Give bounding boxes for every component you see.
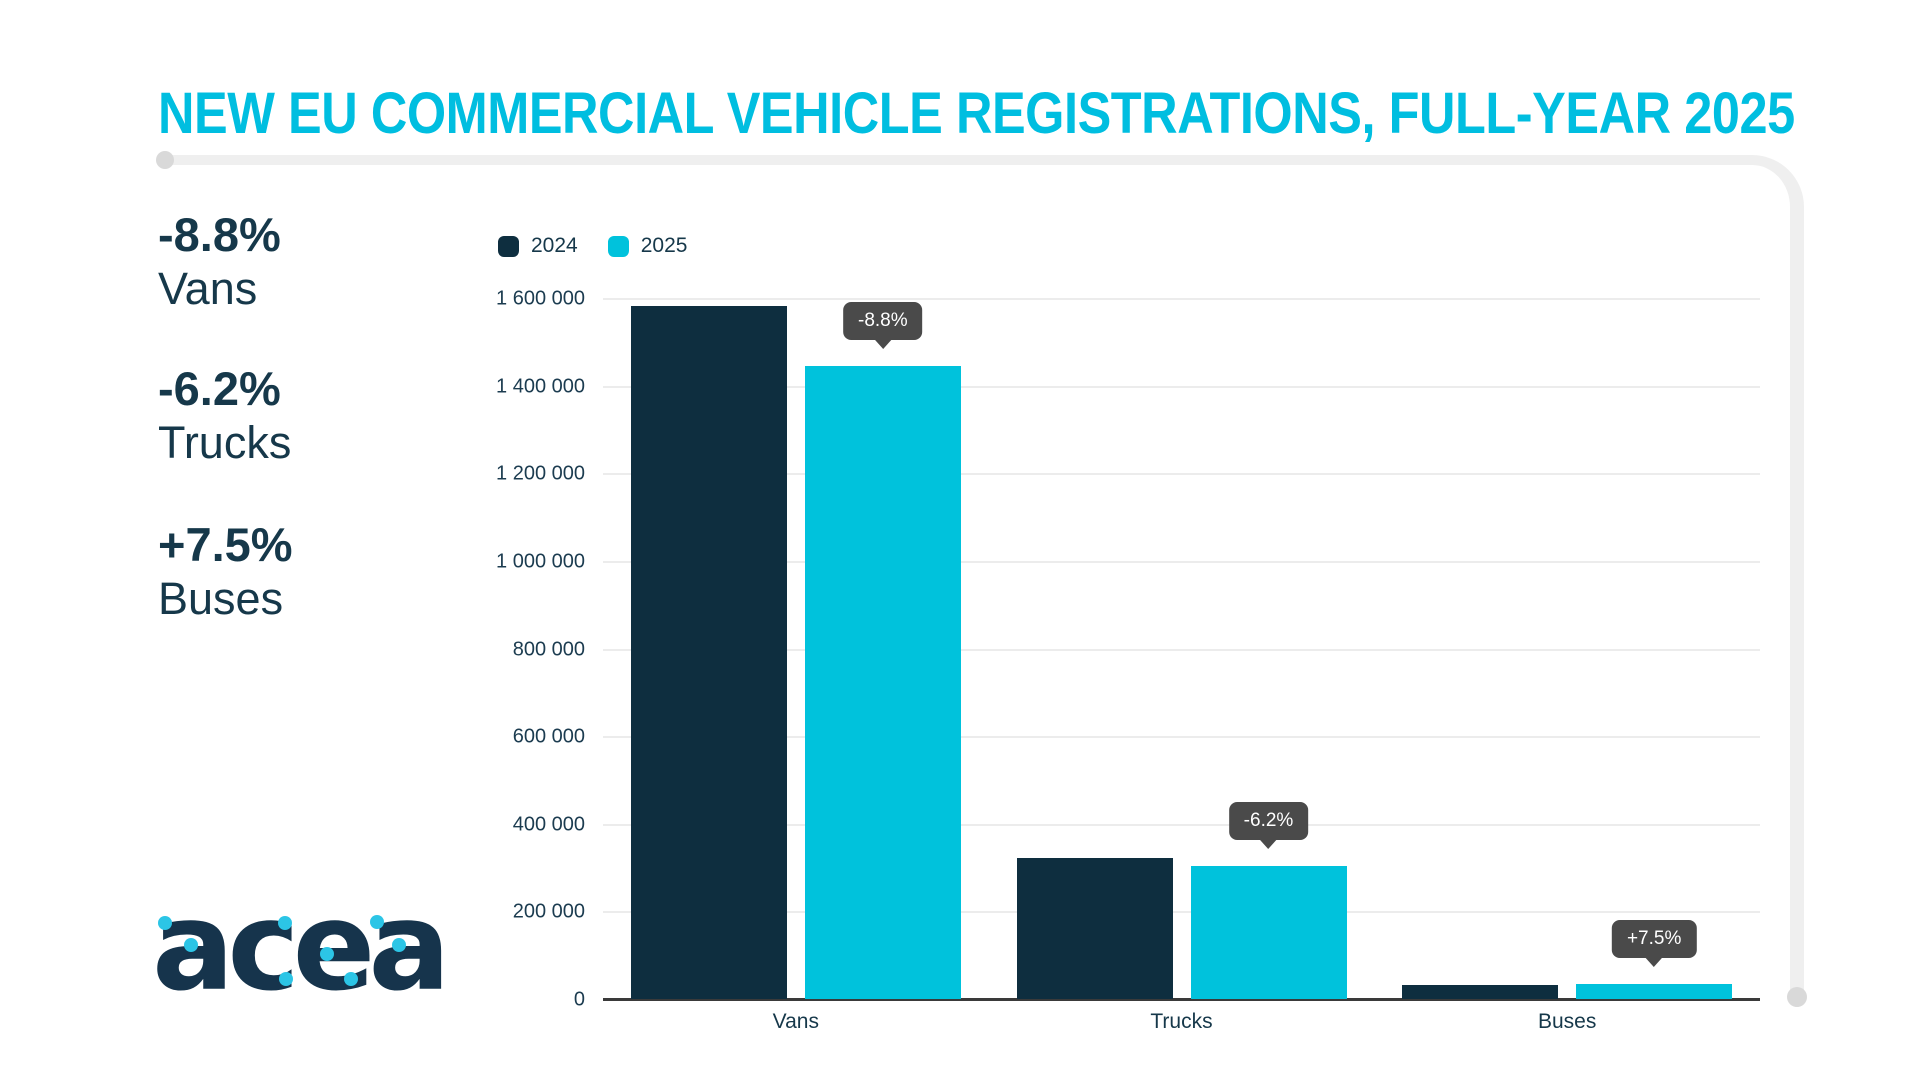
gridline bbox=[603, 736, 1760, 739]
logo-dot-icon bbox=[279, 972, 293, 986]
y-axis-tick-label: 0 bbox=[573, 988, 585, 1011]
y-axis-tick-label: 400 000 bbox=[512, 813, 585, 836]
logo-dot-icon bbox=[370, 915, 384, 929]
stat-trucks-value: -6.2% bbox=[158, 362, 281, 415]
legend-item-2025[interactable]: 2025 bbox=[607, 234, 688, 258]
frame-cap-left bbox=[156, 151, 174, 169]
stat-vans-label: Vans bbox=[158, 262, 258, 314]
logo-dot-icon bbox=[392, 938, 406, 952]
stat-vans: -8.8% Vans bbox=[158, 208, 281, 315]
bar-buses-2025[interactable] bbox=[1576, 984, 1733, 999]
bar-trucks-2024[interactable] bbox=[1016, 857, 1173, 999]
y-axis-tick-label: 800 000 bbox=[512, 638, 585, 660]
bar-vans-2025[interactable] bbox=[804, 366, 961, 999]
stat-trucks: -6.2% Trucks bbox=[158, 362, 291, 469]
y-axis-tick-label: 1 000 000 bbox=[496, 550, 585, 573]
legend-item-2024[interactable]: 2024 bbox=[498, 234, 578, 258]
logo-dot-icon bbox=[278, 916, 292, 930]
y-axis-tick-label: 200 000 bbox=[512, 900, 585, 923]
stat-buses-value: +7.5% bbox=[158, 518, 293, 571]
x-axis-label-buses: Buses bbox=[1537, 1010, 1597, 1033]
page-title: NEW EU COMMERCIAL VEHICLE REGISTRATIONS,… bbox=[158, 81, 1795, 146]
bar-buses-2024[interactable] bbox=[1402, 985, 1559, 999]
gridline bbox=[603, 823, 1760, 826]
gridline bbox=[603, 473, 1760, 476]
x-axis-label-vans: Vans bbox=[772, 1010, 819, 1033]
legend-swatch-2025 bbox=[607, 235, 629, 257]
gridline bbox=[603, 648, 1760, 651]
change-tooltip-trucks: -6.2% bbox=[1228, 802, 1309, 841]
stat-buses-label: Buses bbox=[158, 572, 284, 624]
stat-buses: +7.5% Buses bbox=[158, 518, 293, 625]
gridline bbox=[603, 911, 1760, 914]
frame-cap-bottom bbox=[1787, 987, 1807, 1007]
bar-vans-2024[interactable] bbox=[630, 305, 787, 999]
logo-dot-icon bbox=[344, 972, 358, 986]
legend-swatch-2024 bbox=[498, 235, 519, 257]
stat-trucks-label: Trucks bbox=[158, 416, 292, 468]
bar-trucks-2025[interactable] bbox=[1190, 866, 1347, 999]
x-axis-label-trucks: Trucks bbox=[1150, 1010, 1213, 1033]
y-axis-tick-label: 1 400 000 bbox=[496, 375, 585, 398]
decorative-frame bbox=[158, 155, 1804, 997]
y-axis-tick-label: 600 000 bbox=[512, 725, 585, 748]
logo-dot-icon bbox=[320, 947, 334, 961]
legend-label-2024: 2024 bbox=[531, 234, 578, 257]
change-tooltip-vans: -8.8% bbox=[843, 302, 923, 341]
stat-vans-value: -8.8% bbox=[158, 208, 281, 261]
logo-dot-icon bbox=[184, 938, 198, 952]
gridline bbox=[603, 560, 1760, 563]
y-axis-tick-label: 1 600 000 bbox=[496, 287, 585, 310]
gridline bbox=[603, 298, 1760, 300]
y-axis-tick-label: 1 200 000 bbox=[496, 462, 585, 485]
change-tooltip-buses: +7.5% bbox=[1611, 920, 1697, 958]
chart-legend: 2024 2025 bbox=[498, 234, 687, 258]
legend-label-2025: 2025 bbox=[640, 234, 688, 257]
logo-dot-icon bbox=[158, 916, 172, 930]
gridline bbox=[603, 385, 1760, 388]
acea-logo: acea bbox=[152, 886, 452, 1026]
x-axis-line bbox=[603, 998, 1760, 1001]
